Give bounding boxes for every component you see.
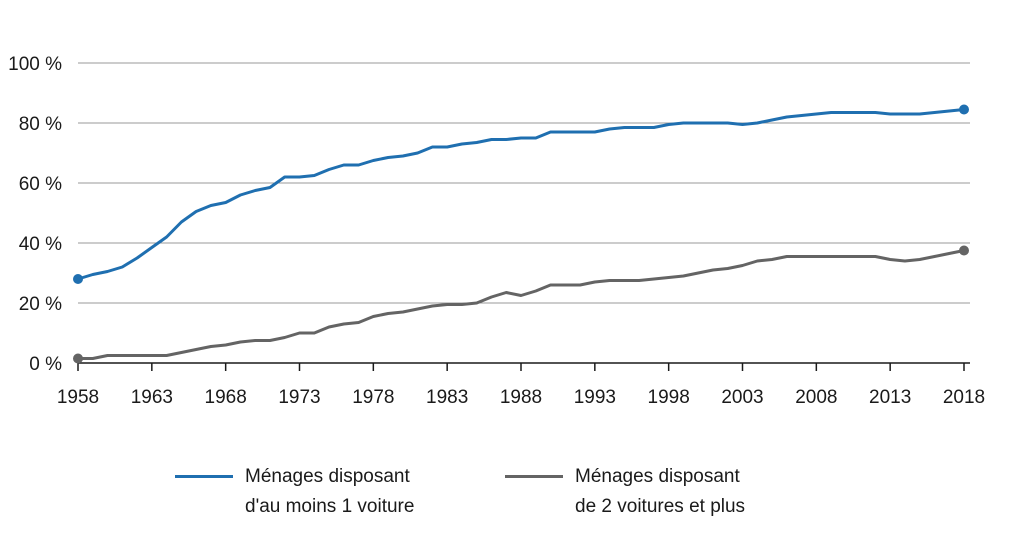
series-end-point xyxy=(959,104,969,115)
legend-label: Ménages disposant de 2 voitures et plus xyxy=(575,462,745,522)
legend-item-two-cars: Ménages disposant de 2 voitures et plus xyxy=(505,462,745,522)
x-tick-label: 1993 xyxy=(574,387,616,408)
series-lines xyxy=(73,104,969,364)
series-start-point xyxy=(73,353,83,364)
legend-label-line2: d'au moins 1 voiture xyxy=(245,496,415,517)
y-axis-tick-labels: 0 % 20 % 40 % 60 % 80 % 100 % xyxy=(8,54,62,375)
x-tick-label: 1978 xyxy=(352,387,394,408)
series-start-point xyxy=(73,274,83,284)
legend-label-line2: de 2 voitures et plus xyxy=(575,496,746,517)
legend-swatch-gray xyxy=(505,475,563,478)
x-tick-label: 2008 xyxy=(795,387,837,408)
series-end-point xyxy=(959,245,969,256)
legend-label: Ménages disposant d'au moins 1 voiture xyxy=(245,462,414,522)
x-tick-label: 2003 xyxy=(721,387,763,408)
x-tick-label: 2018 xyxy=(943,387,985,408)
y-tick-label: 20 % xyxy=(19,294,62,315)
x-tick-label: 1983 xyxy=(426,387,468,408)
gridlines xyxy=(78,62,970,304)
x-tick-label: 1963 xyxy=(131,387,173,408)
x-tick-label: 1968 xyxy=(205,387,247,408)
legend-item-one-car: Ménages disposant d'au moins 1 voiture xyxy=(175,462,414,522)
x-tick-label: 1973 xyxy=(278,387,320,408)
y-tick-label: 0 % xyxy=(29,354,62,375)
legend-label-line1: Ménages disposant xyxy=(245,466,410,487)
y-tick-label: 40 % xyxy=(19,234,62,255)
x-axis: 1958 1963 1968 1973 1978 1983 1988 1993 1998 2003… xyxy=(57,362,985,408)
y-tick-label: 80 % xyxy=(19,114,62,135)
legend-label-line1: Ménages disposant xyxy=(575,466,740,487)
y-tick-label: 60 % xyxy=(19,174,62,195)
series-line-2 xyxy=(76,249,966,360)
y-tick-label: 100 % xyxy=(8,54,62,75)
x-tick-label: 1958 xyxy=(57,387,99,408)
x-tick-label: 1988 xyxy=(500,387,542,408)
legend-swatch-blue xyxy=(175,475,233,478)
series-line-1 xyxy=(76,108,966,281)
x-tick-label: 1998 xyxy=(648,387,690,408)
x-tick-label: 2013 xyxy=(869,387,911,408)
